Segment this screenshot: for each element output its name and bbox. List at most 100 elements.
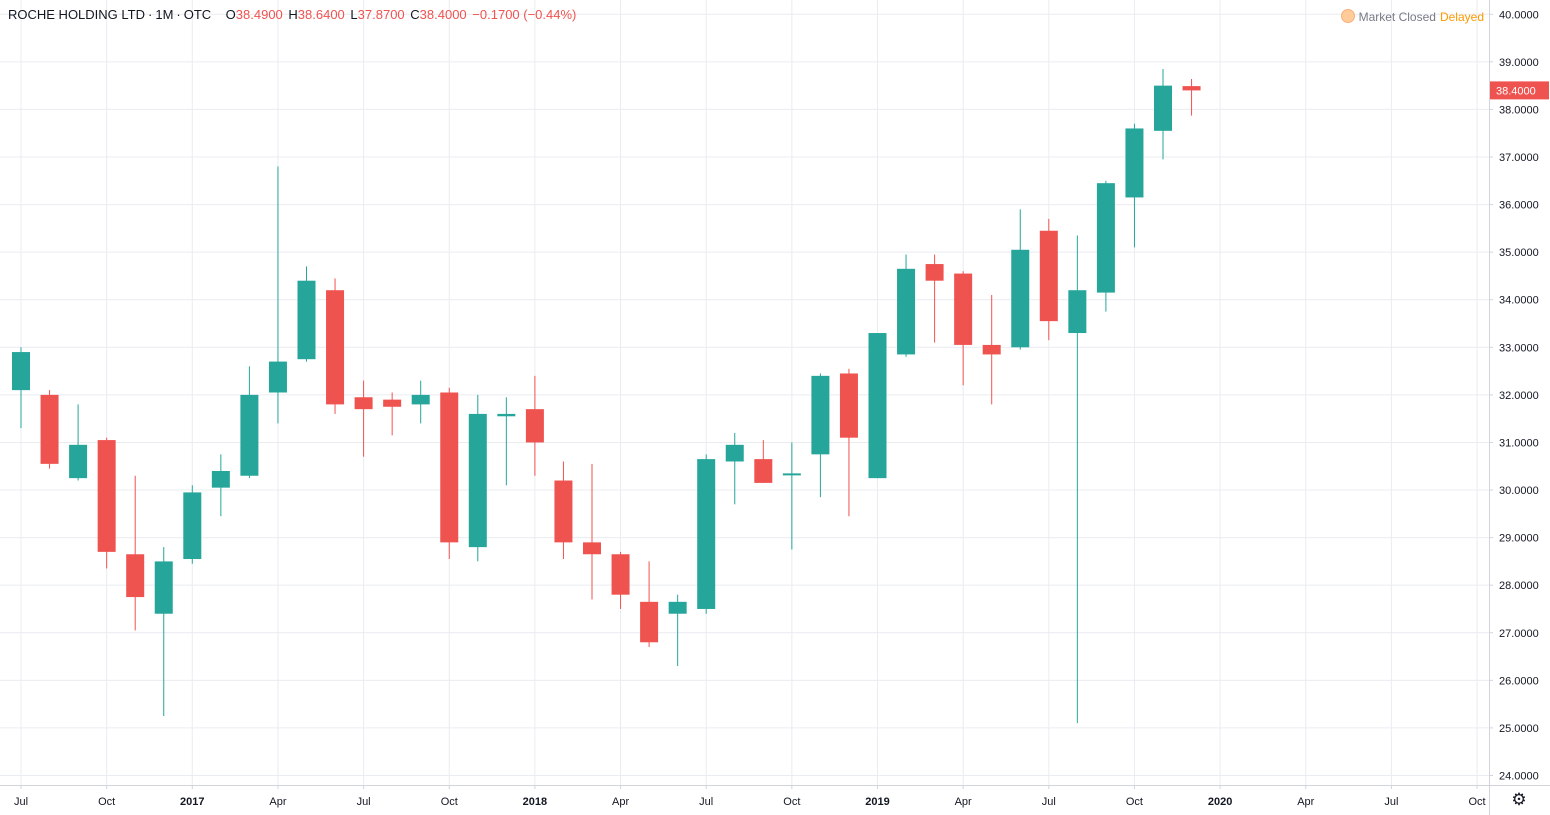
candle-body — [611, 554, 630, 595]
candle[interactable] — [1011, 209, 1030, 350]
candle[interactable] — [1182, 78, 1201, 116]
candle-body — [440, 392, 459, 543]
exchange-label: OTC — [183, 7, 212, 22]
x-tick-label: Jul — [699, 796, 713, 808]
x-tick-label: Apr — [955, 796, 972, 808]
candle[interactable] — [782, 442, 801, 550]
candle[interactable] — [383, 392, 402, 436]
candle[interactable] — [754, 440, 773, 483]
candle-body — [1096, 183, 1115, 293]
candle[interactable] — [468, 394, 487, 562]
candle[interactable] — [525, 375, 544, 476]
candle-body — [725, 444, 744, 462]
candle[interactable] — [268, 166, 287, 424]
y-tick-label: 40.0000 — [1499, 9, 1539, 21]
candle[interactable] — [697, 454, 716, 614]
last-price-badge — [1490, 81, 1549, 100]
candle[interactable] — [12, 347, 30, 429]
candle[interactable] — [640, 561, 659, 648]
ohlc-high: H38.6400 — [288, 7, 345, 22]
candle[interactable] — [411, 380, 430, 424]
candle-body — [839, 373, 858, 438]
candle-body — [1154, 85, 1172, 131]
candle[interactable] — [1154, 68, 1172, 160]
candle[interactable] — [326, 278, 345, 414]
candle[interactable] — [554, 461, 573, 560]
candle[interactable] — [954, 271, 973, 386]
candle[interactable] — [583, 463, 601, 600]
candle-body — [697, 459, 716, 609]
candle-body — [268, 361, 287, 393]
candle[interactable] — [811, 373, 830, 498]
candle-body — [354, 397, 373, 410]
x-tick-label: 2020 — [1208, 796, 1232, 808]
candle-body — [782, 473, 801, 476]
candle[interactable] — [611, 551, 630, 609]
y-tick-label: 30.0000 — [1499, 485, 1539, 497]
y-tick-label: 24.0000 — [1499, 770, 1539, 782]
candle-body — [154, 561, 173, 614]
candle-body — [554, 480, 573, 543]
interval-label[interactable]: 1M — [155, 7, 174, 22]
candle-body — [183, 492, 202, 560]
candle-body — [126, 554, 145, 598]
candle[interactable] — [725, 432, 744, 505]
candle-body — [640, 601, 659, 643]
y-tick-label: 29.0000 — [1499, 533, 1539, 545]
candle[interactable] — [1068, 235, 1087, 724]
candle[interactable] — [839, 368, 858, 517]
gear-icon[interactable]: ⚙ — [1511, 790, 1527, 809]
y-tick-label: 39.0000 — [1499, 57, 1539, 69]
y-tick-label: 37.0000 — [1499, 152, 1539, 164]
candle[interactable] — [925, 254, 944, 343]
x-tick-label: Oct — [1468, 796, 1485, 808]
candle-body — [1068, 290, 1087, 334]
candle-body — [383, 399, 402, 407]
ohlc-close: C38.4000 — [410, 7, 467, 22]
candle[interactable] — [183, 485, 202, 564]
candle[interactable] — [982, 294, 1001, 405]
candle[interactable] — [440, 387, 459, 560]
candle-body — [668, 601, 687, 614]
candle[interactable] — [240, 366, 259, 479]
candle-body — [868, 333, 887, 479]
candle[interactable] — [497, 397, 516, 486]
market-status-dot — [1340, 9, 1355, 23]
candle-body — [811, 375, 830, 455]
candle[interactable] — [297, 266, 316, 362]
candle[interactable] — [40, 390, 59, 469]
candle[interactable] — [69, 404, 88, 481]
candle-body — [211, 471, 230, 488]
candle[interactable] — [1125, 123, 1144, 248]
candle[interactable] — [668, 594, 687, 667]
symbol-legend: ROCHE HOLDING LTD · 1M · OTC O38.4900 H38.64… — [8, 7, 577, 22]
candle-body — [468, 413, 487, 548]
candle[interactable] — [897, 254, 916, 357]
candle[interactable] — [354, 380, 373, 457]
candle-body — [40, 394, 59, 464]
x-tick-label: Oct — [1126, 796, 1143, 808]
candle[interactable] — [1096, 180, 1115, 312]
candle[interactable] — [1039, 218, 1058, 341]
y-tick-label: 33.0000 — [1499, 342, 1539, 354]
candle[interactable] — [868, 333, 887, 479]
symbol-name[interactable]: ROCHE HOLDING LTD — [8, 7, 145, 22]
candle-body — [297, 280, 316, 360]
candle-body — [497, 413, 516, 417]
x-tick-label: Jul — [357, 796, 371, 808]
candle[interactable] — [154, 547, 173, 717]
y-tick-label: 38.0000 — [1499, 104, 1539, 116]
candle-body — [1039, 230, 1058, 322]
ohlc-low: L37.8700 — [350, 7, 405, 22]
candle[interactable] — [126, 475, 145, 631]
y-tick-label: 25.0000 — [1499, 723, 1539, 735]
candle[interactable] — [211, 454, 230, 517]
x-tick-label: Apr — [1297, 796, 1314, 808]
x-tick-label: Apr — [612, 796, 629, 808]
x-tick-label: 2017 — [180, 796, 204, 808]
candle-body — [954, 273, 973, 345]
candle-body — [240, 394, 259, 476]
candle[interactable] — [97, 437, 116, 569]
candle-body — [525, 409, 544, 443]
